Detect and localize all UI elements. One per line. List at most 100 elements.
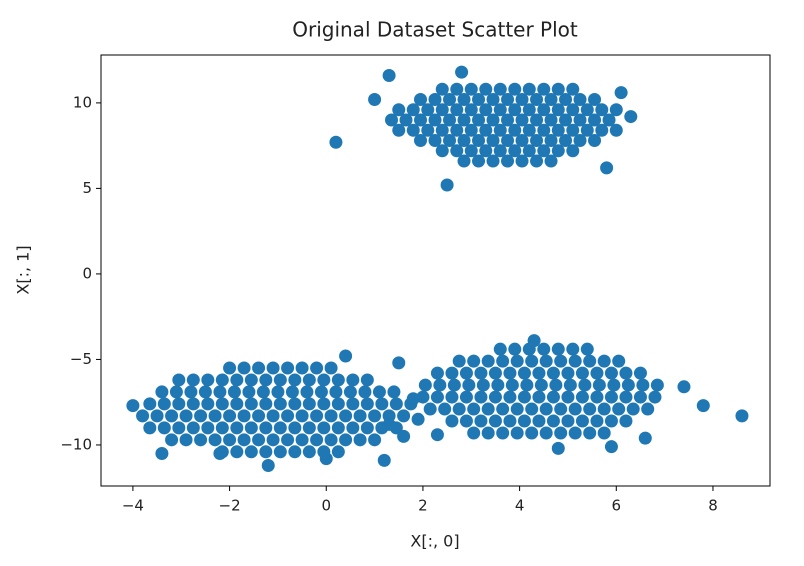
scatter-point bbox=[638, 431, 652, 445]
scatter-point bbox=[368, 92, 382, 106]
scatter-point bbox=[450, 144, 464, 158]
scatter-point bbox=[143, 397, 157, 411]
y-tick-label: −5 bbox=[70, 350, 92, 368]
scatter-point bbox=[515, 92, 529, 106]
scatter-point bbox=[223, 433, 237, 447]
scatter-point bbox=[551, 342, 565, 356]
scatter-point bbox=[157, 397, 171, 411]
scatter-point bbox=[575, 390, 589, 404]
scatter-point bbox=[472, 113, 486, 127]
scatter-point bbox=[324, 361, 338, 375]
scatter-point bbox=[609, 123, 623, 137]
scatter-point bbox=[583, 426, 597, 440]
scatter-point bbox=[295, 433, 309, 447]
scatter-point bbox=[213, 385, 227, 399]
scatter-point bbox=[273, 445, 287, 459]
scatter-point bbox=[464, 144, 478, 158]
x-tick-label: 0 bbox=[321, 497, 331, 515]
scatter-point bbox=[612, 402, 626, 416]
scatter-point bbox=[288, 421, 302, 435]
scatter-point bbox=[508, 342, 522, 356]
x-tick-label: 4 bbox=[515, 497, 525, 515]
scatter-point bbox=[534, 378, 548, 392]
scatter-point bbox=[510, 426, 524, 440]
scatter-point bbox=[392, 123, 406, 137]
scatter-point bbox=[474, 366, 488, 380]
scatter-point bbox=[237, 433, 251, 447]
scatter-point bbox=[554, 426, 568, 440]
scatter-point bbox=[382, 417, 396, 431]
scatter-point bbox=[244, 445, 258, 459]
scatter-point bbox=[525, 402, 539, 416]
scatter-point bbox=[339, 409, 353, 423]
scatter-point bbox=[517, 366, 531, 380]
scatter-point bbox=[150, 409, 164, 423]
scatter-point bbox=[450, 123, 464, 137]
scatter-point bbox=[588, 113, 602, 127]
scatter-point bbox=[583, 402, 597, 416]
scatter-point bbox=[194, 409, 208, 423]
scatter-point bbox=[281, 361, 295, 375]
scatter-point bbox=[387, 385, 401, 399]
scatter-point bbox=[515, 154, 529, 168]
scatter-point bbox=[566, 103, 580, 117]
plot-frame bbox=[100, 54, 771, 487]
scatter-point bbox=[544, 113, 558, 127]
scatter-point bbox=[428, 113, 442, 127]
scatter-point bbox=[641, 402, 655, 416]
scatter-point bbox=[418, 378, 432, 392]
scatter-point bbox=[459, 366, 473, 380]
scatter-point bbox=[244, 373, 258, 387]
scatter-point bbox=[372, 385, 386, 399]
scatter-point bbox=[604, 366, 618, 380]
scatter-point bbox=[609, 103, 623, 117]
scatter-point bbox=[143, 421, 157, 435]
y-tick-label: 5 bbox=[82, 179, 92, 197]
scatter-point bbox=[399, 113, 413, 127]
scatter-point bbox=[457, 92, 471, 106]
scatter-point bbox=[522, 123, 536, 137]
scatter-point bbox=[215, 397, 229, 411]
scatter-point bbox=[525, 354, 539, 368]
scatter-point bbox=[532, 390, 546, 404]
scatter-point bbox=[433, 378, 447, 392]
scatter-point bbox=[496, 354, 510, 368]
scatter-point bbox=[501, 92, 515, 106]
scatter-point bbox=[551, 82, 565, 96]
scatter-point bbox=[467, 426, 481, 440]
chart-title: Original Dataset Scatter Plot bbox=[292, 18, 578, 42]
scatter-point bbox=[252, 361, 266, 375]
scatter-point bbox=[314, 385, 328, 399]
scatter-point bbox=[573, 113, 587, 127]
scatter-point bbox=[626, 402, 640, 416]
scatter-point bbox=[165, 409, 179, 423]
scatter-point bbox=[273, 421, 287, 435]
scatter-point bbox=[479, 103, 493, 117]
points bbox=[126, 65, 749, 472]
scatter-point bbox=[346, 373, 360, 387]
scatter-point bbox=[517, 414, 531, 428]
scatter-point bbox=[201, 397, 215, 411]
scatter-point bbox=[503, 390, 517, 404]
scatter-point bbox=[317, 421, 331, 435]
scatter-point bbox=[472, 154, 486, 168]
scatter-point bbox=[430, 366, 444, 380]
scatter-point bbox=[488, 390, 502, 404]
scatter-point bbox=[414, 134, 428, 148]
scatter-point bbox=[476, 378, 490, 392]
scatter-point bbox=[530, 134, 544, 148]
scatter-point bbox=[406, 103, 420, 117]
scatter-point bbox=[459, 390, 473, 404]
scatter-point bbox=[172, 373, 186, 387]
scatter-point bbox=[430, 428, 444, 442]
scatter-point bbox=[537, 342, 551, 356]
x-axis-label: X[:, 0] bbox=[410, 532, 459, 551]
scatter-point bbox=[633, 366, 647, 380]
scatter-point bbox=[580, 103, 594, 117]
scatter-point bbox=[537, 82, 551, 96]
scatter-point bbox=[223, 409, 237, 423]
scatter-point bbox=[266, 361, 280, 375]
scatter-point bbox=[677, 380, 691, 394]
scatter-point bbox=[602, 113, 616, 127]
